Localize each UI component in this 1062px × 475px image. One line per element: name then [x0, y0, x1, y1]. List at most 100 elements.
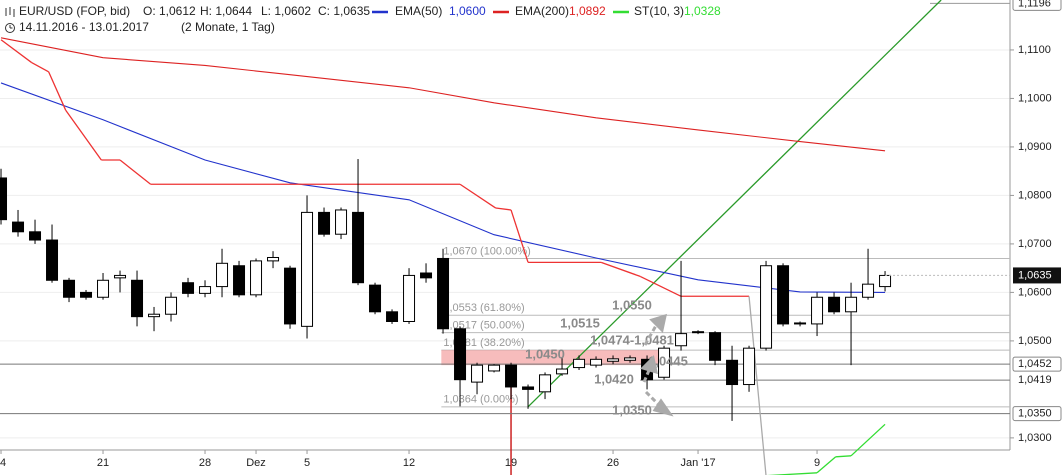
- x-tick-label: 5: [304, 457, 310, 469]
- date-span: (2 Monate, 1 Tag): [181, 20, 275, 34]
- st-segment: [748, 296, 767, 475]
- candle-body: [590, 358, 603, 366]
- candle-body: [624, 357, 637, 361]
- x-tick-label: 9: [814, 457, 820, 469]
- candle-body: [505, 364, 518, 388]
- y-tick-label: 1,0300: [1018, 432, 1052, 444]
- candle-body: [318, 211, 331, 235]
- st-segment: [31, 61, 49, 73]
- candle-body: [284, 267, 297, 325]
- candle-body: [828, 296, 841, 313]
- arrow-head: [649, 313, 668, 334]
- candle-body: [539, 374, 552, 393]
- candle-body: [46, 239, 59, 281]
- st-segment: [850, 423, 886, 457]
- symbol: EUR/USD (FOP, bid): [19, 4, 130, 18]
- legend-name: EMA(50): [395, 4, 442, 18]
- level-label: 1,0419: [1018, 374, 1052, 386]
- candle-body: [726, 359, 739, 386]
- candle-body: [0, 177, 8, 221]
- candle-body: [573, 358, 586, 369]
- annotation: 1,0474-1,0481: [590, 332, 674, 347]
- high-label: 1,1196: [1018, 0, 1051, 9]
- candle-body: [131, 279, 144, 318]
- candle-body: [165, 296, 178, 315]
- candle-body: [420, 272, 433, 279]
- arrows: [640, 313, 674, 417]
- x-tick-label: Dez: [246, 457, 266, 469]
- candle-body: [607, 358, 620, 362]
- legend-value: 1,0892: [569, 4, 606, 18]
- x-tick-label: Jan '17: [680, 457, 715, 469]
- candle-body: [777, 265, 790, 325]
- candle-body: [199, 286, 212, 294]
- header-icon: [5, 7, 15, 33]
- y-tick-label: 1,0900: [1018, 141, 1052, 153]
- last-price-box: [1013, 267, 1061, 284]
- candle-body: [811, 296, 824, 325]
- candle-body: [794, 322, 807, 325]
- st-segment: [48, 71, 67, 111]
- st-segment: [816, 456, 837, 474]
- st-segment: [65, 109, 102, 161]
- x-tick-label: 21: [97, 457, 109, 469]
- candle-body: [709, 332, 722, 361]
- legend-value: 1,0328: [684, 4, 721, 18]
- indicator-line: [0, 82, 886, 293]
- candle-body: [862, 283, 875, 298]
- candle-body: [658, 347, 671, 378]
- level-label: 1,0350: [1018, 408, 1052, 420]
- candle-body: [488, 364, 501, 372]
- legend-name: EMA(200): [515, 4, 569, 18]
- level-box: [1012, 406, 1062, 422]
- st-segment: [510, 209, 529, 263]
- indicator-line: [0, 37, 886, 152]
- candle-body: [12, 221, 25, 233]
- arrow-head: [652, 398, 674, 417]
- zone: [441, 350, 661, 366]
- last-price-label: 1,0635: [1018, 269, 1052, 281]
- x-tick-label: 28: [199, 457, 211, 469]
- trendline: [527, 0, 942, 408]
- st-segment: [639, 275, 682, 297]
- candle-body: [471, 364, 484, 383]
- candle-body: [29, 231, 42, 241]
- candle-body: [386, 311, 399, 322]
- st-segment: [0, 39, 33, 64]
- candle-body: [182, 282, 195, 294]
- candle-body: [675, 333, 688, 347]
- annotation: 1,0350: [612, 402, 652, 417]
- x-tick-label: 26: [607, 457, 619, 469]
- candle-body: [845, 296, 858, 313]
- st-segment: [119, 159, 152, 185]
- candle-body: [743, 347, 756, 386]
- x-tick-label: 4: [0, 457, 6, 469]
- y-tick-label: 1,0500: [1018, 335, 1052, 347]
- candle-body: [556, 368, 569, 375]
- candle-body: [114, 274, 127, 279]
- candle-body: [267, 256, 280, 262]
- date-range: 14.11.2016 - 13.01.2017: [19, 20, 149, 34]
- candle-body: [437, 257, 450, 330]
- st-segment: [459, 183, 497, 209]
- fib-label: 1,0553 (61.80%): [443, 302, 524, 314]
- annotation: 1,0445: [648, 353, 688, 368]
- candle-body: [148, 313, 161, 318]
- candle-body: [879, 274, 892, 288]
- x-tick-label: 12: [403, 457, 415, 469]
- candle-body: [454, 328, 467, 381]
- st-segment: [835, 455, 852, 458]
- st-segment: [495, 207, 512, 211]
- y-tick-label: 1,0700: [1018, 238, 1052, 250]
- y-tick-label: 1,1000: [1018, 92, 1052, 104]
- high-box: [1012, 0, 1062, 11]
- fib-label: 1,0670 (100.00%): [443, 245, 530, 257]
- fib-label: 1,0364 (0.00%): [443, 394, 518, 406]
- candle-body: [250, 260, 263, 296]
- candle-body: [522, 386, 535, 390]
- candle-body: [97, 279, 110, 298]
- level-label: 1,0452: [1018, 358, 1052, 370]
- candle-body: [301, 211, 314, 327]
- candle-body: [63, 279, 76, 298]
